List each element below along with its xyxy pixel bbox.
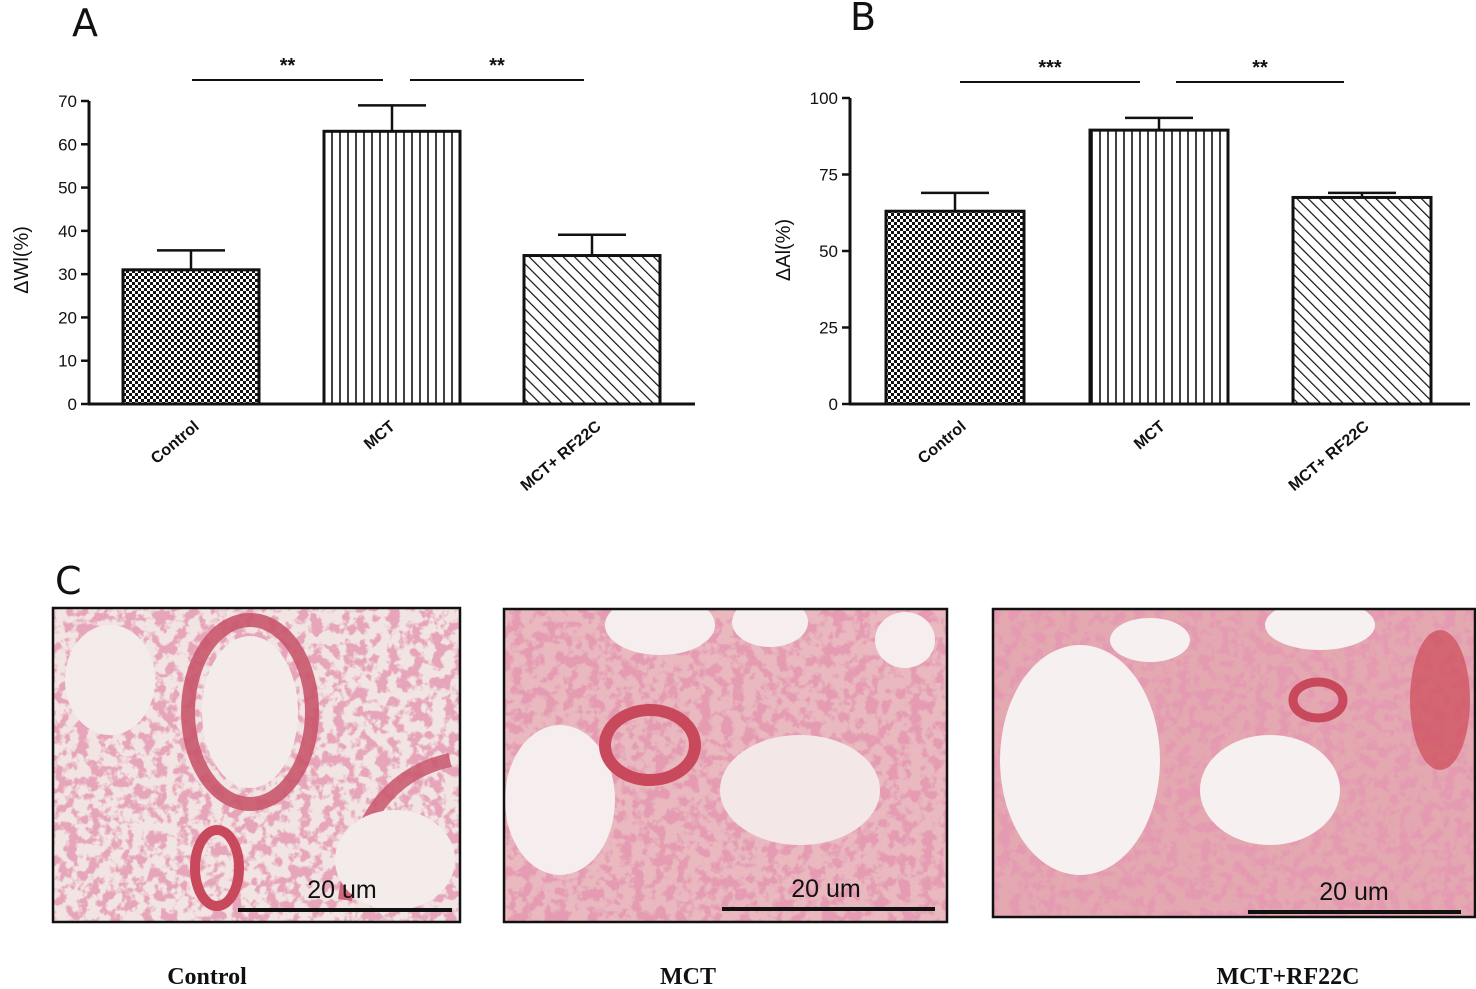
y-axis-label: ΔWl(%): [11, 226, 33, 294]
panel-letter-a: A: [72, 1, 98, 45]
bar: [522, 254, 662, 406]
y-tick-label: 10: [58, 352, 77, 371]
y-tick-label: 30: [58, 265, 77, 284]
significance-label: ***: [1038, 57, 1062, 79]
y-tick-label: 40: [58, 222, 77, 241]
scale-label-control: 20 um: [307, 876, 376, 904]
panel-letter-c: C: [55, 559, 82, 603]
significance-label: **: [1252, 57, 1268, 79]
scale-label-mct-rf22c: 20 um: [1319, 878, 1388, 906]
y-tick-label: 25: [819, 319, 838, 338]
significance-label: **: [489, 55, 505, 77]
y-tick-label: 0: [829, 395, 838, 414]
y-tick-label: 50: [819, 242, 838, 261]
bar: [1088, 128, 1230, 406]
panel-letter-b: B: [850, 0, 876, 39]
caption-control: Control: [167, 964, 247, 989]
category-label: Control: [915, 418, 969, 468]
caption-mct: MCT: [660, 964, 716, 989]
category-label: MCT: [1131, 418, 1169, 453]
significance-label: **: [280, 55, 296, 77]
y-tick-label: 60: [58, 135, 77, 154]
category-label: Control: [148, 418, 202, 468]
y-tick-label: 70: [58, 92, 77, 111]
bar: [884, 209, 1026, 406]
bar: [121, 268, 261, 406]
y-tick-label: 100: [810, 89, 838, 108]
category-label: MCT+ RF22C: [1286, 418, 1373, 495]
y-tick-label: 75: [819, 166, 838, 185]
y-axis-label: ΔAl(%): [773, 219, 795, 281]
scale-label-mct: 20 um: [791, 875, 860, 903]
y-tick-label: 50: [58, 179, 77, 198]
micrograph-mct-rf22c: 20 um: [991, 607, 1476, 919]
bar: [322, 129, 462, 406]
y-tick-label: 0: [68, 395, 77, 414]
bar: [1291, 195, 1433, 406]
chart-a: 0 10 20 30 40 50 60 70 ΔWl(%) Control MCT MCT+ RF22…: [11, 55, 695, 495]
caption-mct-rf22c: MCT+RF22C: [1217, 964, 1360, 989]
category-label: MCT+ RF22C: [518, 418, 605, 495]
micrograph-mct: 20 um: [502, 607, 949, 924]
category-label: MCT: [361, 418, 399, 453]
y-tick-label: 20: [58, 308, 77, 327]
micrograph-control: 20 um: [51, 606, 462, 924]
